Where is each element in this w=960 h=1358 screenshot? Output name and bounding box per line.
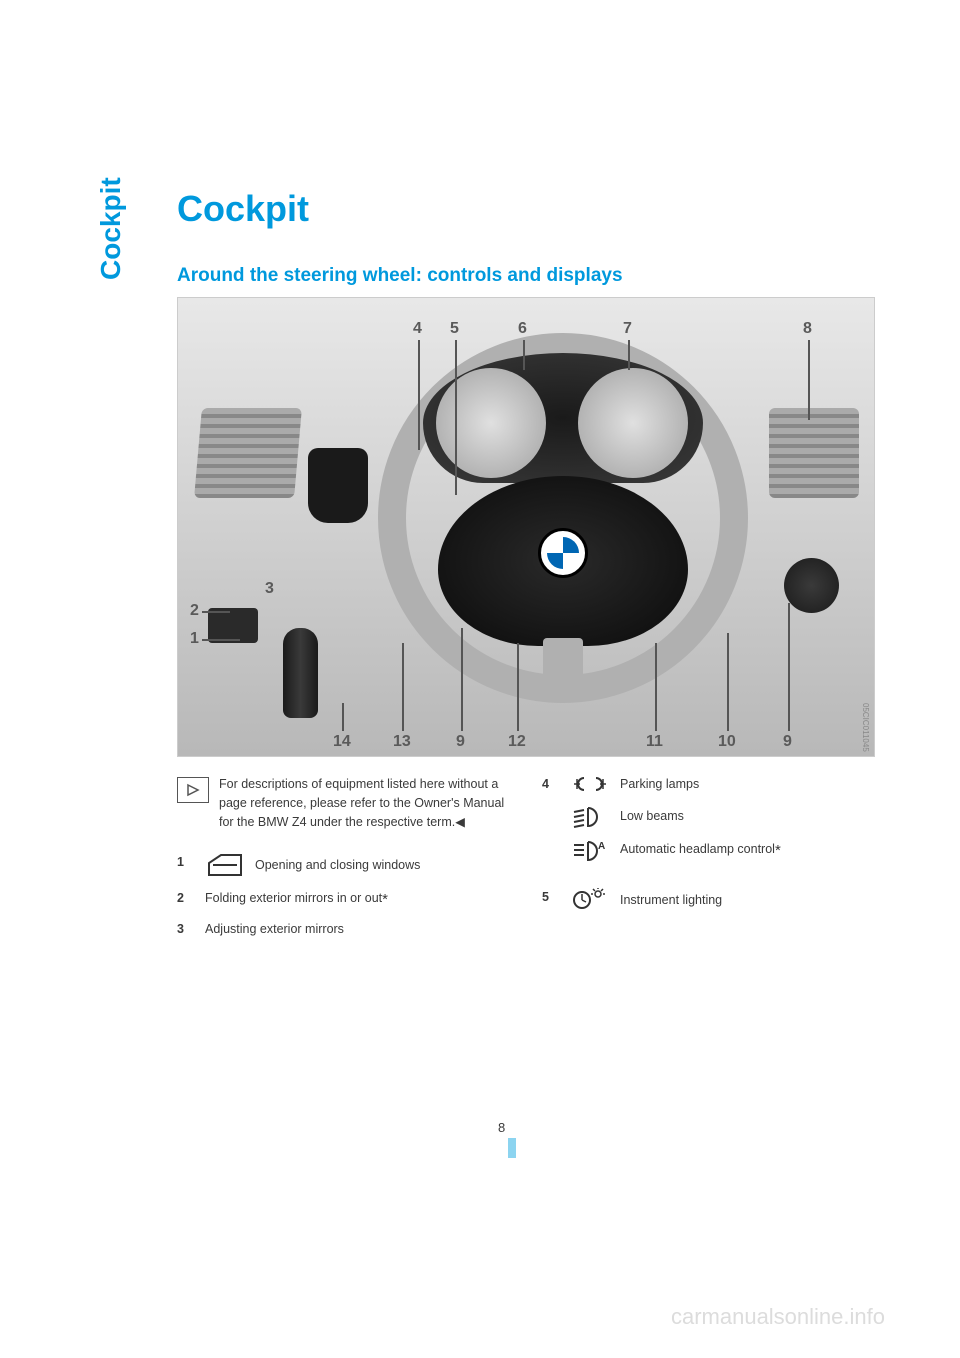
callout-line <box>202 611 230 613</box>
item-3-text: Adjusting exterior mirrors <box>205 920 512 939</box>
callout-9-left: 9 <box>456 733 465 751</box>
page-title: Cockpit <box>177 188 877 230</box>
callout-6-top: 6 <box>518 320 527 338</box>
item-4c-text: Automatic headlamp control* <box>620 840 877 863</box>
left-column: For descriptions of equipment listed her… <box>177 775 512 947</box>
footer-watermark: carmanualsonline.info <box>671 1304 885 1330</box>
item-num-3: 3 <box>177 920 195 939</box>
window-icon <box>205 853 245 877</box>
item-num-1: 1 <box>177 853 195 872</box>
item-1-text: Opening and closing windows <box>255 856 512 875</box>
callout-12: 12 <box>508 733 526 751</box>
callout-10: 10 <box>718 733 736 751</box>
item-4c: A Automatic headlamp control* <box>542 840 877 863</box>
description-columns: For descriptions of equipment listed her… <box>177 775 877 947</box>
low-beams-icon <box>570 806 610 828</box>
item-2: 2 Folding exterior mirrors in or out* <box>177 889 512 912</box>
item-1: 1 Opening and closing windows <box>177 853 512 877</box>
lever <box>283 628 318 718</box>
callout-line <box>628 340 630 370</box>
callout-line <box>655 643 657 731</box>
page-subtitle: Around the steering wheel: controls and … <box>177 265 877 287</box>
item-num-2: 2 <box>177 889 195 908</box>
callout-line <box>461 628 463 731</box>
wheel-spoke <box>543 638 583 698</box>
svg-text:A: A <box>598 841 605 852</box>
callout-line <box>402 643 404 731</box>
gauge-right <box>578 368 688 478</box>
callout-3-left: 3 <box>265 580 274 598</box>
callout-line <box>808 340 810 420</box>
item-4b: Low beams <box>542 806 877 828</box>
callout-line <box>788 603 790 731</box>
vent-right <box>769 408 859 498</box>
parking-lamps-icon <box>570 775 610 793</box>
cockpit-diagram: 4 5 6 7 8 3 2 1 14 13 9 12 11 10 9 <box>177 297 875 757</box>
right-column: 4 Parking lamps Low beams A Automatic he… <box>542 775 877 947</box>
callout-line <box>202 639 240 641</box>
gauge-left <box>436 368 546 478</box>
callout-11: 11 <box>646 733 663 751</box>
callout-7-top: 7 <box>623 320 632 338</box>
callout-14: 14 <box>333 733 351 751</box>
note-icon <box>177 777 209 803</box>
control-stalk <box>308 448 368 523</box>
item-2-text: Folding exterior mirrors in or out* <box>205 889 512 912</box>
bmw-logo-icon <box>538 528 588 578</box>
control-knob <box>784 558 839 613</box>
item-5-text: Instrument lighting <box>620 891 877 910</box>
note-text: For descriptions of equipment listed her… <box>219 775 512 831</box>
callout-line <box>727 633 729 731</box>
callout-9-right: 9 <box>783 733 792 751</box>
item-num-5: 5 <box>542 888 560 907</box>
callout-line <box>418 340 420 450</box>
callout-line <box>342 703 344 731</box>
vent-left <box>194 408 302 498</box>
item-5: 5 Instrument lighting <box>542 888 877 912</box>
item-4a-text: Parking lamps <box>620 775 877 794</box>
item-3: 3 Adjusting exterior mirrors <box>177 920 512 939</box>
item-4b-text: Low beams <box>620 807 877 826</box>
instrument-lighting-icon <box>570 888 610 912</box>
callout-13: 13 <box>393 733 411 751</box>
auto-headlamp-icon: A <box>570 840 610 862</box>
item-4a: 4 Parking lamps <box>542 775 877 794</box>
callout-line <box>523 340 525 370</box>
callout-line <box>517 643 519 731</box>
note-box: For descriptions of equipment listed her… <box>177 775 512 831</box>
page-marker <box>508 1138 516 1158</box>
callout-2-left: 2 <box>190 602 199 620</box>
callout-1-left: 1 <box>190 630 199 648</box>
mirror-switch <box>208 608 258 643</box>
callout-4-top: 4 <box>413 320 422 338</box>
callout-8-top: 8 <box>803 320 812 338</box>
sidebar-section-label: Cockpit <box>95 177 127 280</box>
page-number: 8 <box>498 1120 505 1135</box>
callout-line <box>455 340 457 495</box>
callout-5-top: 5 <box>450 320 459 338</box>
page-content: Cockpit Around the steering wheel: contr… <box>177 188 877 947</box>
figure-watermark: 05CIC011045 <box>861 703 870 752</box>
item-num-4: 4 <box>542 775 560 794</box>
